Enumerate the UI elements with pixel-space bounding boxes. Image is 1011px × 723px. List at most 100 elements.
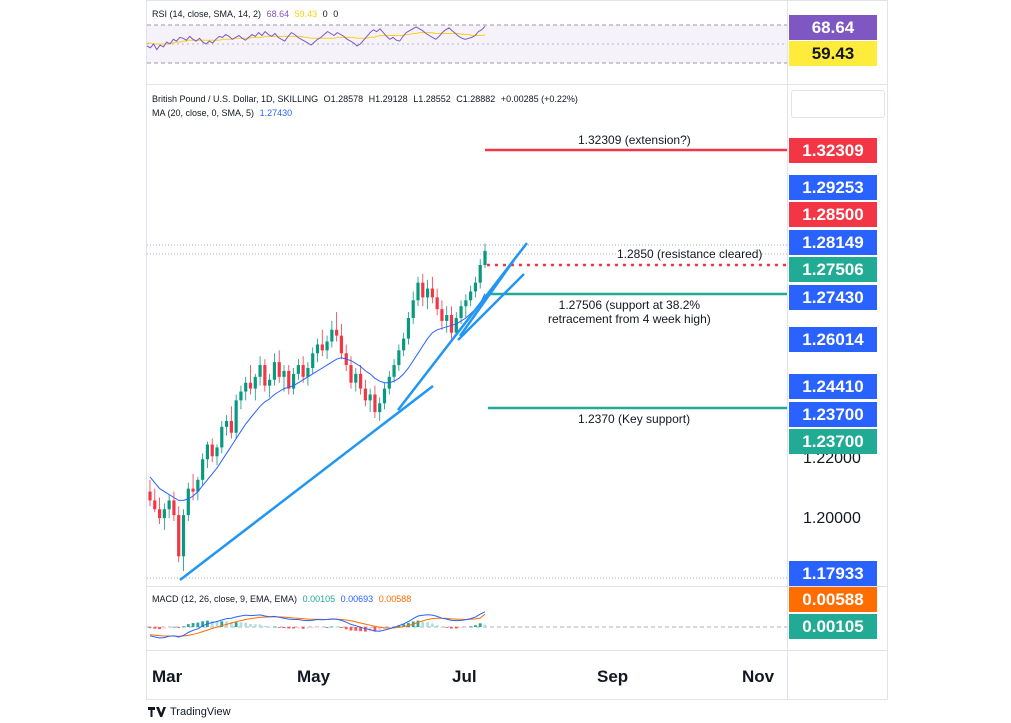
candle[interactable] xyxy=(301,356,305,383)
candle[interactable] xyxy=(263,359,267,392)
macd-histogram-bar xyxy=(287,627,291,629)
candle[interactable] xyxy=(368,388,372,413)
candle[interactable] xyxy=(157,497,162,524)
macd-histogram-bar xyxy=(253,624,257,627)
candle[interactable] xyxy=(392,359,396,383)
candle[interactable] xyxy=(172,491,176,522)
candle[interactable] xyxy=(148,479,152,507)
macd-histogram-bar xyxy=(186,624,190,627)
price-tag-ma: 1.27430 xyxy=(789,285,877,310)
candle[interactable] xyxy=(234,394,238,439)
candle[interactable] xyxy=(397,344,401,371)
candle-body xyxy=(397,350,401,366)
macd-histogram-bar xyxy=(359,627,362,632)
macd-histogram-bar xyxy=(196,622,200,627)
ma-legend[interactable]: MA (20, close, 0, SMA, 5) 1.27430 xyxy=(152,108,295,118)
trendline xyxy=(179,385,434,581)
candle[interactable] xyxy=(282,365,286,392)
candle[interactable] xyxy=(296,359,300,380)
candle[interactable] xyxy=(315,338,320,363)
panel-divider-rsi[interactable] xyxy=(146,84,888,85)
candle[interactable] xyxy=(258,356,262,386)
candle[interactable] xyxy=(167,494,171,519)
candle[interactable] xyxy=(358,365,363,395)
rsi-extra-value-1: 0 xyxy=(322,9,328,19)
candle[interactable] xyxy=(205,441,210,469)
rsi-line xyxy=(146,25,486,51)
candle[interactable] xyxy=(311,347,315,374)
macd-legend[interactable]: MACD (12, 26, close, 9, EMA, EMA) 0.0010… xyxy=(152,594,414,604)
candle[interactable] xyxy=(196,476,200,501)
candle[interactable] xyxy=(483,243,487,268)
candle[interactable] xyxy=(363,379,367,407)
main-legend[interactable]: British Pound / U.S. Dollar, 1D, SKILLIN… xyxy=(152,94,581,104)
annotation-support[interactable]: 1.27506 (support at 38.2% retracement fr… xyxy=(548,298,711,326)
price-axis-header-box[interactable] xyxy=(791,90,885,118)
candle[interactable] xyxy=(325,335,329,360)
annotation-extension[interactable]: 1.32309 (extension?) xyxy=(578,133,691,147)
candle[interactable] xyxy=(181,509,186,572)
candle[interactable] xyxy=(421,273,425,307)
candle[interactable] xyxy=(253,373,257,401)
candle[interactable] xyxy=(382,382,387,410)
candle[interactable] xyxy=(215,444,219,466)
candle[interactable] xyxy=(162,503,166,530)
rsi-sma-price-tag: 59.43 xyxy=(789,41,877,66)
macd-histogram-bar xyxy=(301,627,305,629)
panel-divider-macd[interactable] xyxy=(146,586,888,587)
candle[interactable] xyxy=(244,376,248,401)
annotation-resistance[interactable]: 1.2850 (resistance cleared) xyxy=(617,247,763,261)
candle[interactable] xyxy=(402,332,406,357)
candle[interactable] xyxy=(186,482,190,522)
candle[interactable] xyxy=(277,350,281,383)
candle[interactable] xyxy=(469,285,473,307)
candle[interactable] xyxy=(239,385,243,410)
rsi-legend[interactable]: RSI (14, close, SMA, 14, 2) 68.64 59.43 … xyxy=(152,9,341,19)
candle-body xyxy=(330,329,334,342)
candle[interactable] xyxy=(373,385,377,419)
candle[interactable] xyxy=(354,368,358,392)
annotation-key-support[interactable]: 1.2370 (Key support) xyxy=(578,412,691,426)
rsi-price-tag: 68.64 xyxy=(789,15,877,40)
candle[interactable] xyxy=(287,365,291,395)
candle[interactable] xyxy=(464,294,468,318)
price-tag: 1.29253 xyxy=(789,175,877,200)
candle[interactable] xyxy=(335,312,339,342)
candle[interactable] xyxy=(378,397,382,421)
candle[interactable] xyxy=(344,344,348,371)
candle[interactable] xyxy=(210,438,214,463)
candle[interactable] xyxy=(406,312,411,345)
candle[interactable] xyxy=(201,453,205,486)
candle[interactable] xyxy=(268,373,272,398)
candle[interactable] xyxy=(473,276,478,298)
candle[interactable] xyxy=(291,368,296,395)
candle[interactable] xyxy=(416,276,420,307)
candle[interactable] xyxy=(320,329,324,357)
candle[interactable] xyxy=(440,300,444,330)
candle[interactable] xyxy=(272,353,277,386)
rsi-title: RSI (14, close, SMA, 14, 2) xyxy=(152,9,262,19)
candle[interactable] xyxy=(430,276,434,304)
tradingview-brand[interactable]: TradingView xyxy=(148,706,231,718)
candle[interactable] xyxy=(177,506,181,563)
candle[interactable] xyxy=(153,488,157,513)
macd-histogram-bar xyxy=(325,627,329,628)
candle[interactable] xyxy=(435,288,439,316)
candle[interactable] xyxy=(459,300,463,324)
macd-histogram-bar xyxy=(445,627,449,628)
candle[interactable] xyxy=(248,365,253,395)
candle[interactable] xyxy=(349,356,353,389)
candle[interactable] xyxy=(306,362,310,386)
candle-body xyxy=(148,491,152,501)
candle[interactable] xyxy=(411,291,415,324)
candle[interactable] xyxy=(224,415,229,436)
candle[interactable] xyxy=(449,306,454,339)
candle[interactable] xyxy=(339,323,344,360)
candle[interactable] xyxy=(229,406,233,439)
candle[interactable] xyxy=(330,320,334,348)
candle[interactable] xyxy=(220,420,224,454)
candle[interactable] xyxy=(425,279,430,310)
candle[interactable] xyxy=(445,306,449,333)
candle[interactable] xyxy=(478,259,482,289)
